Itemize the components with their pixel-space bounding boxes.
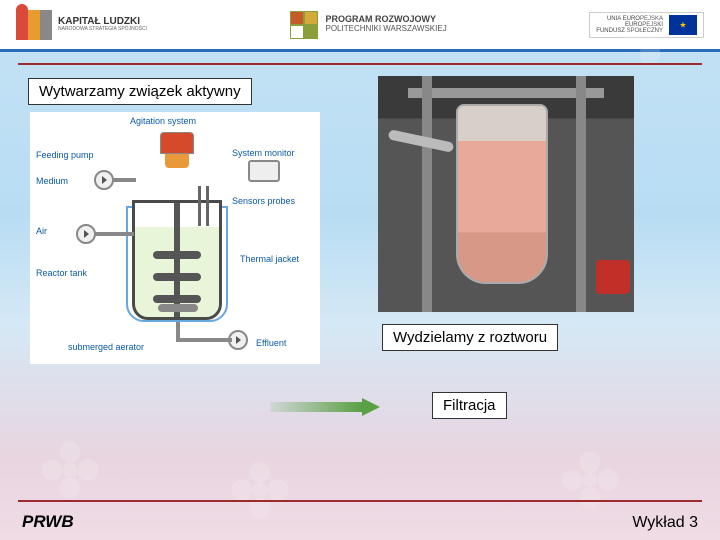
diag-jacket: Thermal jacket — [240, 254, 299, 264]
arrow-to-filtracja — [270, 398, 380, 416]
agitator-icon — [160, 132, 194, 172]
diag-reactor-tank: Reactor tank — [36, 268, 87, 278]
diag-monitor: System monitor — [232, 148, 295, 158]
pr-line2: POLITECHNIKI WARSZAWSKIEJ — [326, 25, 447, 34]
pr-icon — [290, 11, 318, 39]
reactor-photo — [378, 76, 634, 312]
feeding-pump-icon — [94, 170, 114, 190]
label-wytwarzamy: Wytwarzamy związek aktywny — [28, 78, 252, 105]
logo-program-rozwojowy: PROGRAM ROZWOJOWY POLITECHNIKI WARSZAWSK… — [290, 11, 447, 39]
footer-right: Wykład 3 — [632, 514, 698, 532]
diag-medium: Medium — [36, 176, 68, 186]
bioreactor-diagram: Agitation system Feeding pump Medium Air… — [30, 112, 320, 364]
diag-sensors: Sensors probes — [232, 196, 295, 206]
air-pump-icon — [76, 224, 96, 244]
footer-left: PRWB — [22, 512, 74, 532]
kl-subtitle: NARODOWA STRATEGIA SPÓJNOŚCI — [58, 27, 147, 32]
diag-air: Air — [36, 226, 47, 236]
diag-effluent: Effluent — [256, 338, 286, 348]
slide-header: KAPITAŁ LUDZKI NARODOWA STRATEGIA SPÓJNO… — [0, 0, 720, 52]
monitor-icon — [248, 160, 280, 182]
sensor-icon — [198, 186, 201, 226]
eu-flag-icon — [669, 15, 697, 35]
aerator-icon — [158, 304, 198, 312]
diag-agitation: Agitation system — [130, 116, 196, 126]
logo-kapital-ludzki: KAPITAŁ LUDZKI NARODOWA STRATEGIA SPÓJNO… — [16, 10, 147, 40]
divider-top — [18, 63, 702, 65]
diag-aerator: submerged aerator — [68, 342, 144, 352]
label-filtracja: Filtracja — [432, 392, 507, 419]
diag-feeding-pump: Feeding pump — [36, 150, 94, 160]
sensor-icon — [206, 186, 209, 226]
label-wydzielamy: Wydzielamy z roztworu — [382, 324, 558, 351]
kl-icon — [16, 10, 52, 40]
divider-bottom — [18, 500, 702, 502]
